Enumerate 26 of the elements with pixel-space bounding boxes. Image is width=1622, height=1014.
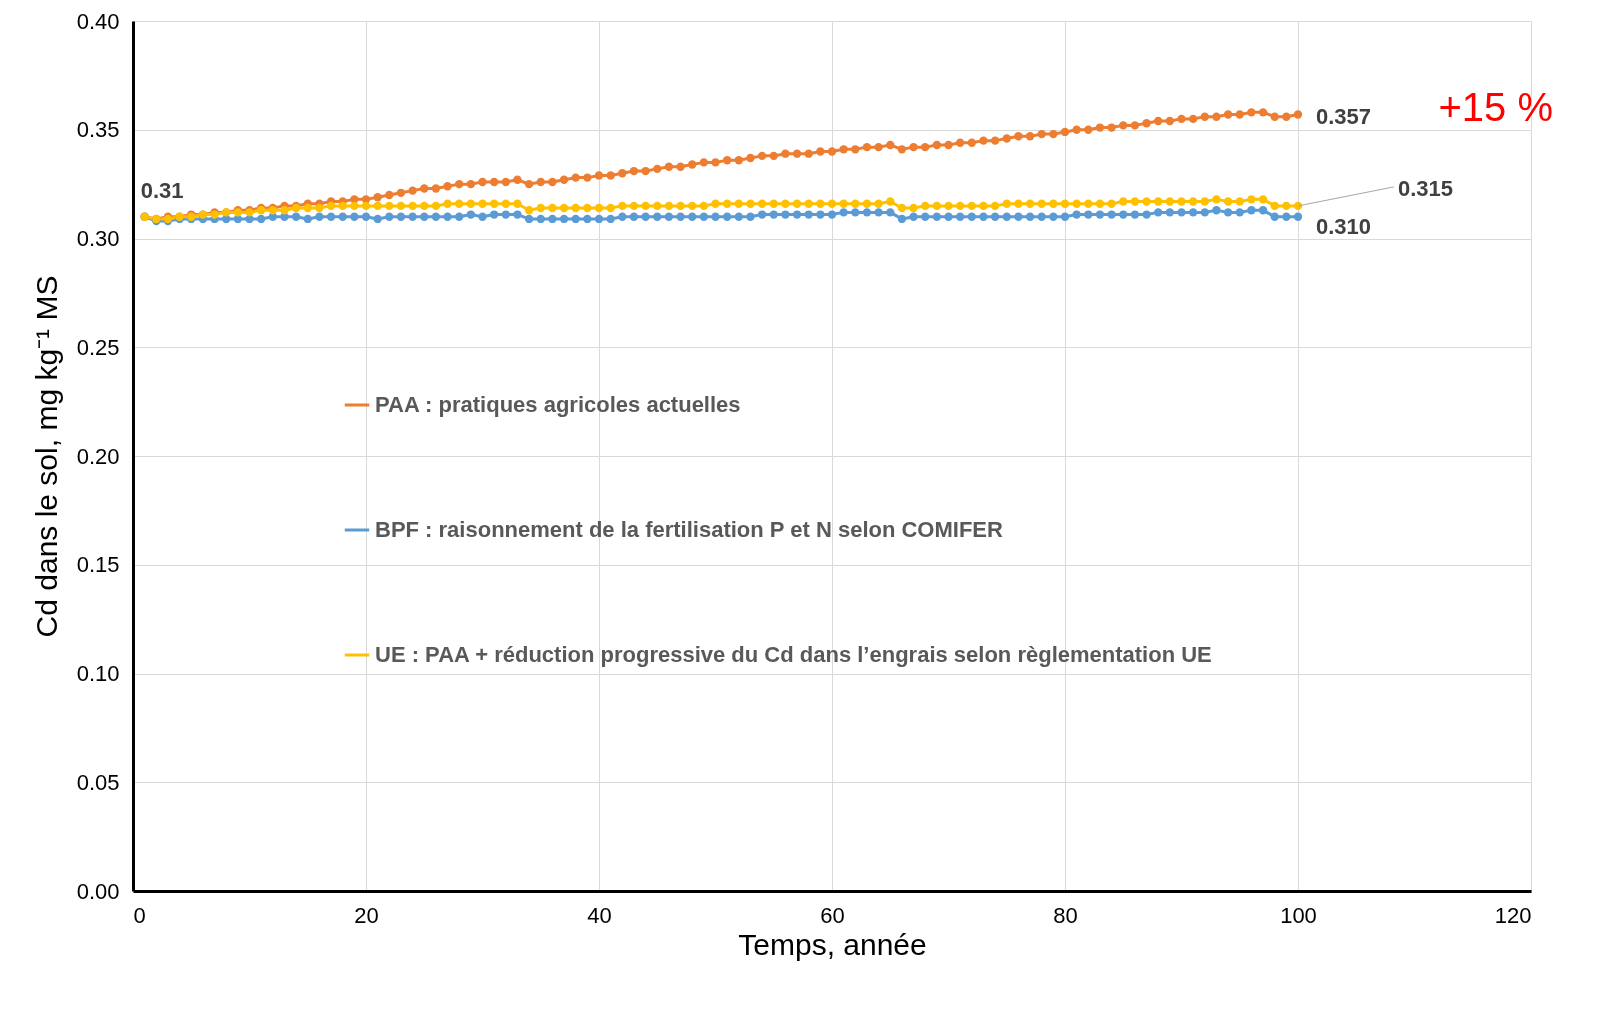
x-axis-title: Temps, année (738, 927, 927, 961)
y-tick-label: 0.20 (76, 443, 120, 469)
x-tick-label: 20 (354, 902, 379, 928)
x-tick-label: 60 (820, 902, 845, 928)
legend-label: UE : PAA + réduction progressive du Cd dans l’engrais selon règlementation UE (375, 642, 1212, 667)
legend-label: PAA : pratiques agricoles actuelles (375, 392, 741, 417)
data-label: 0.315 (1398, 175, 1454, 201)
y-tick-label: 0.35 (76, 117, 120, 143)
legend-label: BPF : raisonnement de la fertilisation P et N selon COMIFER (375, 517, 1004, 542)
x-tick-label: 120 (1494, 902, 1532, 928)
data-label: 0.310 (1316, 213, 1372, 239)
y-tick-label: 0.05 (76, 769, 120, 795)
x-tick-label: 0 (133, 902, 146, 928)
data-label: 0.31 (140, 177, 184, 203)
y-tick-label: 0.30 (76, 226, 120, 251)
y-tick-label: 0.40 (76, 8, 120, 34)
x-tick-label: 100 (1280, 902, 1317, 928)
y-tick-label: 0.00 (76, 878, 120, 904)
y-axis-title: Cd dans le sol, mg kg⁻¹ MS (29, 275, 63, 638)
x-tick-label: 80 (1053, 902, 1078, 928)
x-tick-label: 40 (587, 902, 612, 928)
data-label: 0.357 (1316, 103, 1372, 129)
y-tick-label: 0.15 (76, 552, 120, 578)
annotation: +15 % (1438, 85, 1553, 129)
y-tick-label: 0.25 (76, 334, 120, 360)
y-tick-label: 0.10 (76, 661, 120, 686)
